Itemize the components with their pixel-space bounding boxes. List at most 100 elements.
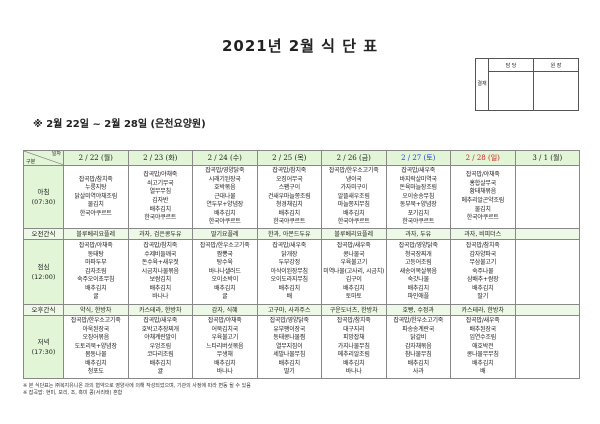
approval-label: 결재: [475, 58, 489, 111]
date-header: 2 / 27 (토): [385, 150, 451, 166]
menu-item: 배추김치: [214, 284, 236, 292]
menu-item: 알뜰새우조림: [337, 192, 370, 200]
menu-cell: 잡곡밥/영양닭죽 유부팽이장국 동태콩나물찜 열무지짐이 세발나물무침 배추김치 딸기: [256, 315, 322, 379]
menu-item: 배추김치: [278, 359, 300, 367]
menu-item: 누룽지탕: [85, 184, 107, 192]
menu-item: 배추김치: [343, 284, 365, 292]
menu-cell: 잡곡밥/야채죽 쇠고기무국 열무무침 김자반 배추김치 한국야쿠르트: [127, 165, 193, 229]
approval-header-manager: 담 당: [488, 58, 534, 72]
snack-cell: 감자, 식혜: [192, 304, 258, 316]
meal-time-text: 점심: [37, 263, 50, 271]
menu-cell: 잡곡밥/참치죽 수제비들깨국 돈수육+새우젓 시금치나물볶음 보쌈김치 배추김치 바나나: [127, 239, 193, 305]
menu-item: 딸기: [477, 293, 489, 301]
page-title: 2021년 2월 식 단 표: [221, 37, 379, 55]
menu-item: 바나나: [152, 293, 169, 301]
menu-item: 배추김치: [472, 284, 494, 292]
menu-item: 파송송계란국: [402, 325, 435, 333]
meal-time-text: (07:30): [31, 198, 56, 206]
approval-sign-manager[interactable]: [488, 71, 534, 111]
corner-cell: 일자 구분: [23, 150, 64, 166]
snack-cell: 한과, 아몬드두유: [256, 228, 322, 240]
footnote: ※ 본 식단표는 ㈜복지유니온 과의 협약으로 영양사에 의해 작성되었으며, …: [23, 383, 251, 389]
menu-item: 무삼불고기: [469, 259, 497, 267]
menu-item: 우엉조림: [149, 342, 171, 350]
menu-item: 느타리버섯볶음: [206, 342, 244, 350]
menu-item: 배추김치: [85, 359, 107, 367]
menu-item: 잡곡밥/새우죽: [336, 241, 371, 249]
menu-item: 가자미구이: [340, 184, 368, 192]
menu-item: 보쌈김치: [149, 276, 171, 284]
menu-item: 배추김치: [407, 359, 429, 367]
menu-item: 배추김치: [278, 209, 300, 217]
menu-item: 잡곡밥/참치죽: [272, 166, 307, 174]
menu-item: 잡곡밥/새우죽: [143, 316, 178, 324]
menu-table: 일자 구분 2 / 22 (월) 2 / 23 (화) 2 / 24 (수) 2 / …: [23, 150, 580, 379]
menu-item: 잡곡밥/참치죽: [78, 175, 113, 183]
approval-box: 결재 담 당 원 장: [475, 58, 579, 111]
menu-item: 두부강정: [278, 259, 300, 267]
menu-item: 동태탕: [87, 250, 104, 258]
menu-cell: 잡곡밥/야채죽 홍합살무국 황태채볶음 메추리알곤약조림 물김치 한국야쿠르트: [450, 165, 516, 229]
menu-cell: 잡곡밥/야채죽 동태탕 마파두부 감자조림 숙주오이초무침 배추김치 귤: [63, 239, 129, 305]
meal-time-text: 오후간식: [31, 306, 56, 314]
menu-item: 한국야쿠르트: [208, 218, 241, 226]
snack-cell: 구운도너츠, 한방차: [321, 304, 387, 316]
menu-item: 청경채김치: [275, 201, 303, 209]
meal-row: 점심 (12:00) 잡곡밥/야채죽 동태탕 마파두부 감자조림 숙주오이초무침 배추김치 귤 잡…: [23, 239, 580, 305]
menu-item: 잡곡밥/새우죽: [401, 166, 436, 174]
menu-item: 잡곡밥/야채죽: [465, 171, 500, 179]
menu-cell: 잡곡밥/한우소고기죽 아욱된장국 오징어볶음 도토리묵+양념장 봄동나물 배추김치 청포도: [63, 315, 129, 379]
menu-item: 잡곡밥/한우소고기죽: [328, 166, 379, 174]
menu-item: 마늘쫑지무침: [337, 201, 370, 209]
menu-cell: 잡곡밥/새우죽 바지락살미역국 돈육마늘장조림 오이송송무침 동부묵+양념장 포기김치 한국…: [385, 165, 451, 229]
menu-item: 한국야쿠르트: [402, 218, 435, 226]
menu-item: 감자양파국: [469, 250, 497, 258]
menu-item: 삼배추+쌈장: [467, 276, 499, 284]
menu-item: 냉이국: [345, 175, 362, 183]
date-header: 2 / 26 (금): [321, 150, 387, 166]
menu-item: 잡곡밥/영양닭죽: [205, 166, 245, 174]
menu-item: 호박고추장찌개: [141, 325, 179, 333]
menu-item: 콩나물무무침: [466, 351, 499, 359]
menu-item: 메추리알곤약조림: [461, 197, 505, 204]
snack-row: 오후간식 약식, 한방차 카스테라, 한방차 감자, 식혜 고구마, 사과주스 구운도너츠…: [23, 304, 580, 316]
menu-item: 어묵김치국: [211, 325, 239, 333]
menu-item: 배추김치: [407, 284, 429, 292]
diagonal-line: [24, 151, 63, 165]
menu-item: 오이소박이: [211, 276, 239, 284]
menu-item: 사과: [412, 368, 424, 376]
menu-item: 우육불고기: [211, 334, 239, 342]
snack-cell: [514, 228, 580, 240]
menu-item: 시래기된장국: [208, 175, 241, 183]
snack-cell: 약식, 한방차: [63, 304, 129, 316]
menu-cell: 잡곡밥/새우죽 호박고추장찌개 야채계란말이 우엉조림 코다리조림 배추김치 귤: [127, 315, 193, 379]
menu-item: 오징어볶음: [82, 334, 110, 342]
menu-item: 잡곡밥/한우소고기죽: [393, 316, 444, 324]
menu-item: 숙갓나물: [407, 276, 429, 284]
menu-cell: 잡곡밥/참치죽 누룽지탕 닭살미역야채조림 물김치 한국야쿠르트: [63, 165, 129, 229]
menu-item: 열무무침: [149, 188, 171, 196]
meal-time-label: 저녁 (17:30): [23, 315, 64, 379]
menu-item: 배추된장국: [469, 325, 497, 333]
approval-header-director: 원 장: [533, 58, 579, 72]
menu-item: 오이송송무침: [402, 192, 435, 200]
menu-item: 봄동나물: [85, 351, 107, 359]
menu-item: 우육불고기: [340, 259, 368, 267]
snack-cell: 고구마, 사과주스: [256, 304, 322, 316]
meal-time-label: 점심 (12:00): [23, 239, 64, 305]
menu-item: 배추김치: [472, 359, 494, 367]
snack-cell: 과자, 두유: [385, 228, 451, 240]
menu-item: 배추김치: [149, 284, 171, 292]
snack-cell: 과자, 검은콩두유: [127, 228, 193, 240]
approval-sign-director[interactable]: [533, 71, 579, 111]
meal-time-label: 아침 (07:30): [23, 165, 64, 229]
menu-item: 고등어조림: [404, 259, 432, 267]
menu-cell: 잡곡밥/새우죽 콩나물국 우육불고기 미역나물(고사리, 시금치) 김구이 배추김치 토마토: [321, 239, 387, 305]
menu-item: 잡곡밥/새우죽: [272, 241, 307, 249]
menu-item: 탕수육: [216, 259, 233, 267]
menu-item: 바나나: [345, 368, 362, 376]
menu-item: 황태채볶음: [469, 188, 497, 196]
meal-time-text: (17:30): [31, 348, 56, 356]
meal-time-text: 오전간식: [31, 230, 56, 238]
menu-item: 시금치나물볶음: [141, 267, 179, 275]
